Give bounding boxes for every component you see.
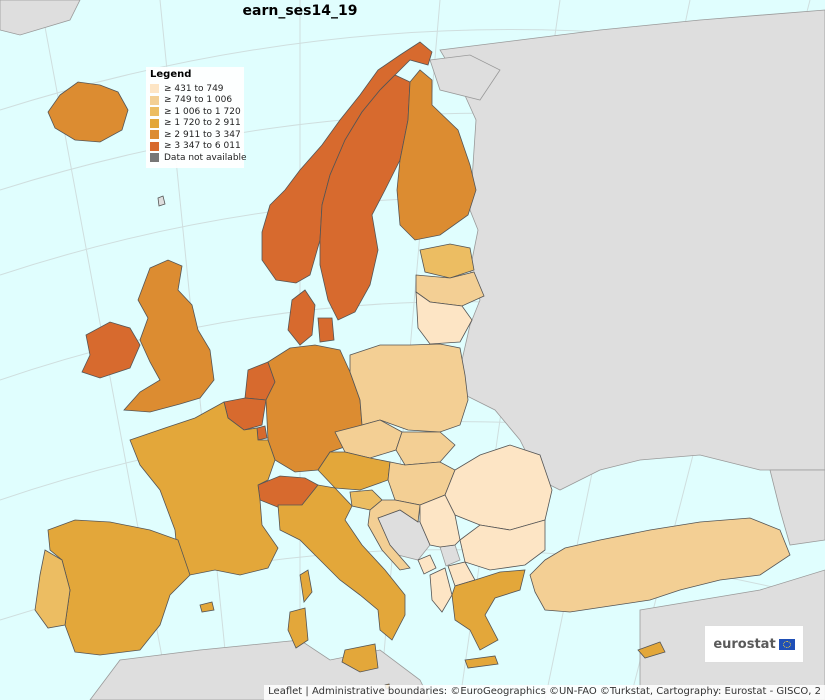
country-bulgaria [459, 519, 546, 571]
legend-item: ≥ 431 to 749 [150, 83, 240, 95]
country-sardinia [287, 607, 309, 649]
country-balearic [199, 601, 215, 613]
country-denmark-islands [317, 317, 335, 343]
country-germany [265, 344, 363, 473]
legend-swatch [150, 141, 159, 151]
country-corsica [299, 569, 313, 603]
legend-label: ≥ 431 to 749 [164, 83, 224, 94]
countries [34, 41, 791, 690]
country-denmark [287, 289, 316, 346]
country-lithuania [415, 291, 473, 345]
legend-item: Data not available [150, 152, 247, 164]
attribution-bar: Leaflet | Administrative boundaries: ©Eu… [264, 685, 825, 700]
country-montenegro [417, 554, 437, 575]
country-portugal [34, 549, 71, 629]
legend-swatch [150, 118, 159, 128]
legend-swatch [150, 153, 159, 163]
legend-swatch [150, 107, 159, 117]
country-iceland [47, 81, 129, 143]
legend-item: ≥ 1 720 to 2 911 [150, 118, 241, 130]
legend-item: ≥ 2 911 to 3 347 [150, 129, 241, 141]
legend-item: ≥ 749 to 1 006 [150, 95, 240, 107]
eurostat-wordmark: eurostat [713, 636, 776, 652]
eu-flag-icon [778, 638, 795, 650]
country-croatia [367, 499, 421, 571]
legend-title: Legend [150, 69, 192, 80]
country-faroe [157, 195, 166, 207]
land-scandinavia-north-gap [429, 54, 501, 101]
leaflet-link[interactable]: Leaflet [268, 686, 303, 697]
legend-label: ≥ 2 911 to 3 347 [164, 129, 241, 140]
legend-label: Data not available [164, 152, 247, 163]
land-svalbard-top [0, 0, 81, 36]
country-finland [396, 69, 477, 241]
country-crete [464, 655, 499, 669]
legend-label: ≥ 749 to 1 006 [164, 95, 233, 106]
country-italy [277, 484, 406, 641]
legend-item: ≥ 3 347 to 6 011 [150, 141, 241, 153]
legend-label: ≥ 1 720 to 2 911 [164, 118, 241, 129]
legend-label: ≥ 1 006 to 1 720 [164, 106, 241, 117]
country-uk [123, 259, 215, 413]
legend-swatch [150, 130, 159, 140]
country-sweden [319, 74, 411, 321]
map-title: earn_ses14_19 [242, 3, 358, 19]
country-cyprus [637, 641, 666, 659]
eurostat-logo[interactable]: eurostat [704, 625, 804, 663]
country-serbia [419, 494, 461, 548]
land-caucasus [769, 469, 825, 546]
country-poland [349, 343, 469, 433]
legend-item: ≥ 1 006 to 1 720 [150, 106, 241, 118]
legend-swatch [150, 95, 159, 105]
country-albania [429, 567, 453, 613]
attribution-separator: | [302, 686, 312, 697]
legend-swatch [150, 84, 159, 94]
country-greece [451, 569, 526, 651]
attribution-text: Administrative boundaries: ©EuroGeograph… [311, 686, 821, 697]
country-sicily [341, 643, 379, 673]
country-luxembourg [256, 425, 268, 441]
country-turkey [529, 517, 791, 613]
legend-panel: Legend ≥ 431 to 749 ≥ 749 to 1 006 ≥ 1 006… [146, 67, 247, 168]
legend-label: ≥ 3 347 to 6 011 [164, 141, 241, 152]
country-estonia [419, 243, 475, 279]
country-ireland [81, 321, 141, 379]
